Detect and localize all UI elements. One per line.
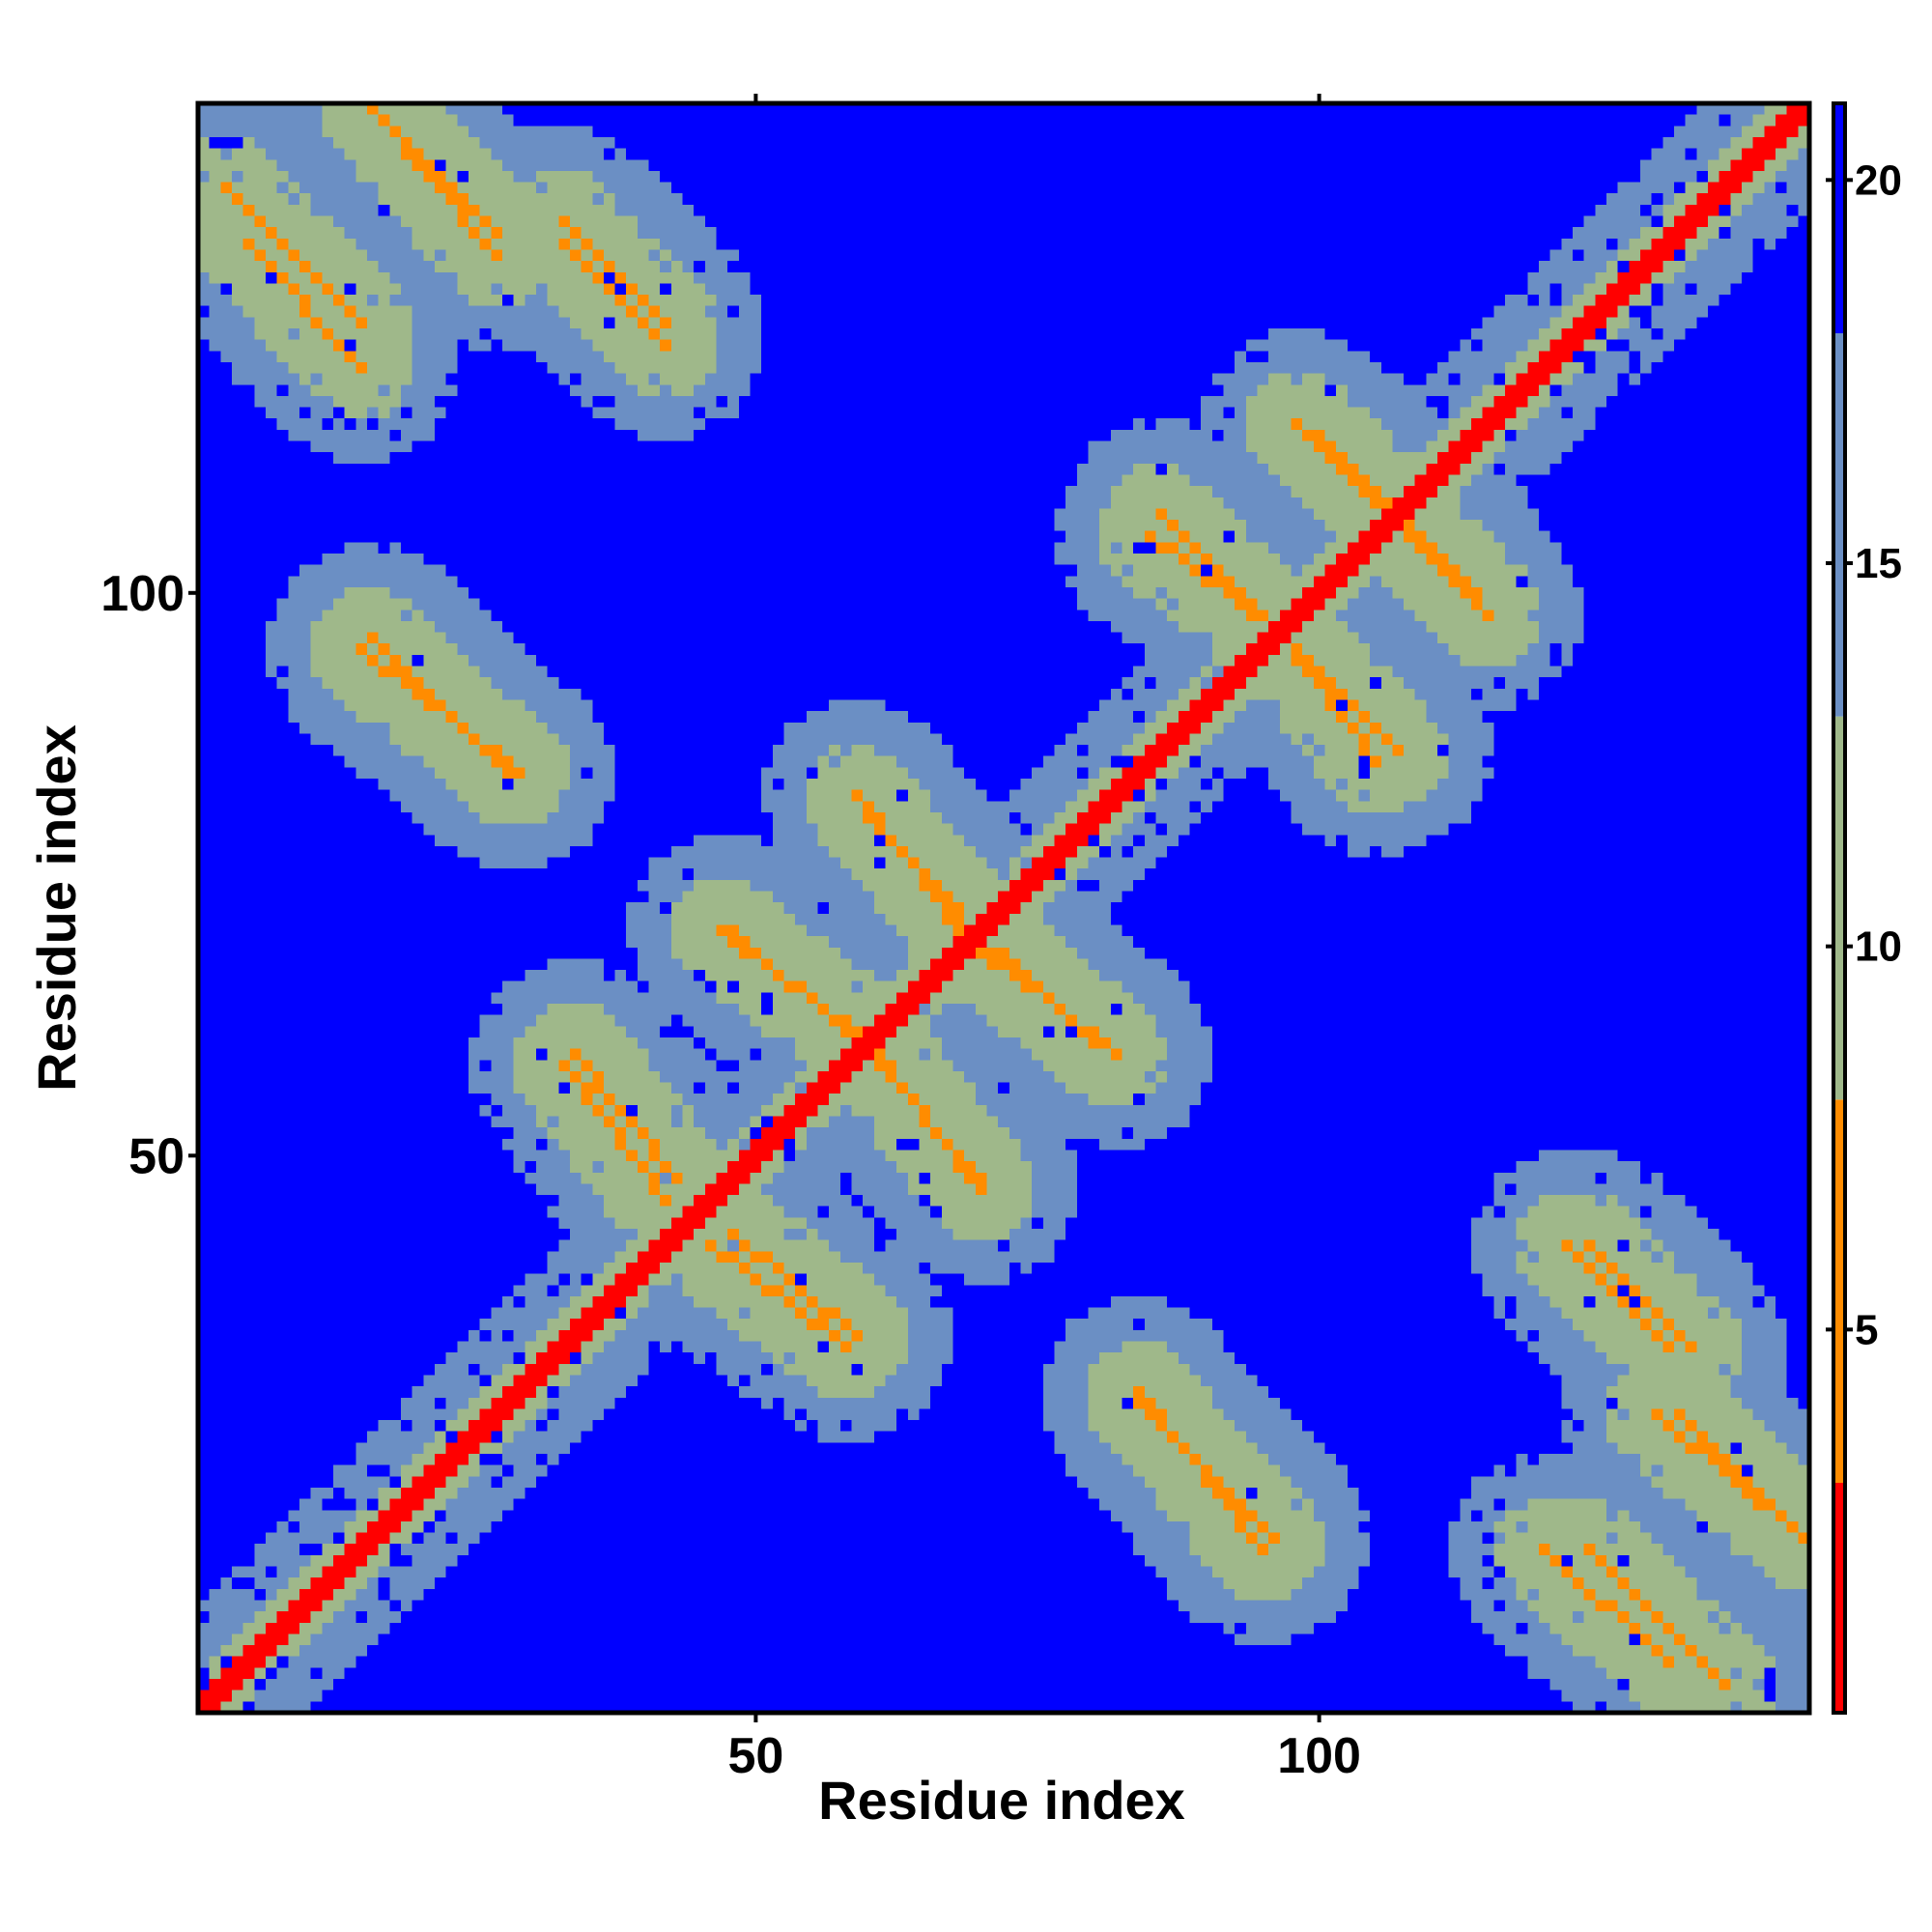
colorbar-bin — [1833, 1099, 1845, 1483]
x-tick-label: 100 — [1277, 1728, 1361, 1784]
plot-frame — [195, 100, 1812, 1716]
colorbar-tick-label: 15 — [1855, 540, 1902, 587]
colorbar-tick-label: 20 — [1855, 156, 1902, 204]
y-tick-label: 100 — [100, 566, 185, 622]
heatmap-cells — [198, 103, 1809, 1713]
colorbar-tick-label: 5 — [1855, 1306, 1878, 1353]
colorbar-bin — [1833, 333, 1845, 717]
y-axis-ticks: 50 100 — [100, 566, 198, 1184]
y-axis-title: Residue index — [26, 724, 87, 1092]
colorbar — [1832, 101, 1847, 1715]
colorbar-frame — [1832, 101, 1847, 1715]
colorbar-bin — [1833, 103, 1845, 333]
colorbar-ticks: 5 10 15 20 — [1826, 156, 1902, 1353]
x-tick-label: 50 — [727, 1728, 783, 1784]
x-axis-ticks: 50 100 — [727, 94, 1361, 1784]
y-tick-label: 50 — [128, 1128, 185, 1184]
colorbar-bin — [1833, 716, 1845, 1100]
colorbar-tick-label: 10 — [1855, 923, 1902, 971]
x-axis-title: Residue index — [818, 1770, 1185, 1831]
colorbar-bin — [1833, 1483, 1845, 1713]
